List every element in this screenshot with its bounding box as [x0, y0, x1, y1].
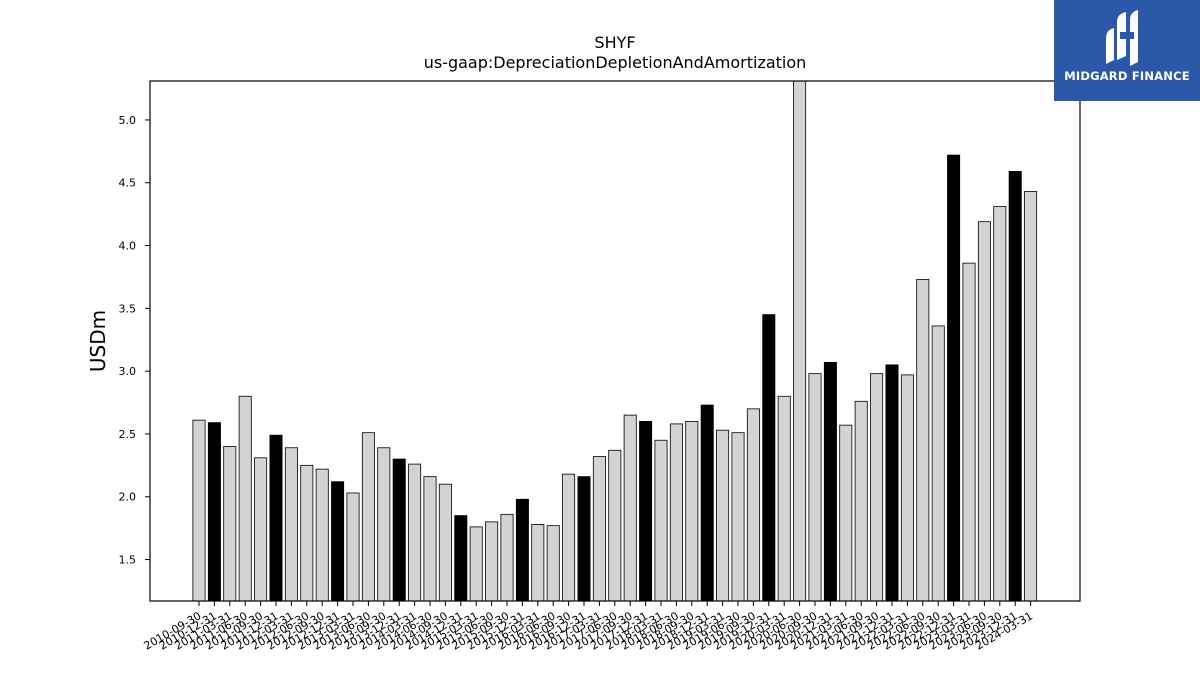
bar-2023-03-31	[962, 262, 976, 602]
bar-2016-06-30	[546, 525, 560, 602]
y-tick-label: 3.0	[119, 365, 137, 378]
bar-2012-03-31	[284, 447, 298, 602]
bar-2023-12-31	[1008, 171, 1022, 602]
bar-2013-03-31	[346, 492, 360, 602]
bar-2013-09-30	[377, 447, 391, 602]
bar-2022-03-31	[900, 374, 914, 602]
bar-2018-09-30	[685, 420, 699, 602]
y-axis-label: USDm	[86, 310, 110, 372]
bar-2017-06-30	[608, 449, 622, 602]
y-tick-label: 3.5	[119, 302, 137, 315]
bar-2015-06-30	[485, 521, 499, 602]
bar-2020-06-30	[793, 80, 807, 602]
bar-2010-12-31	[207, 422, 221, 602]
bar-2021-12-31	[885, 364, 899, 602]
brand-logo-text: MIDGARD FINANCE	[1064, 69, 1190, 83]
bar-2022-06-30	[916, 279, 930, 602]
chart-subtitle: us-gaap:DepreciationDepletionAndAmortiza…	[424, 53, 807, 72]
bar-2021-09-30	[870, 373, 884, 602]
bar-2020-12-31	[823, 361, 837, 602]
bar-2018-03-31	[654, 439, 668, 602]
bar-2023-06-30	[977, 221, 991, 602]
bar-2012-12-31	[331, 481, 345, 602]
bar-2011-09-30	[254, 457, 268, 602]
bar-2015-09-30	[500, 513, 514, 602]
bar-2018-12-31	[700, 404, 714, 602]
bar-2015-12-31	[515, 498, 529, 602]
bar-2014-03-31	[408, 463, 422, 602]
bar-2016-03-31	[531, 523, 545, 602]
bar-2019-09-30	[746, 408, 760, 602]
bar-2017-09-30	[623, 414, 637, 602]
y-ticks-group: 1.5 2.0 2.5 3.0 3.5 4.0 4.5 5.0	[119, 114, 150, 567]
bar-2019-12-31	[762, 314, 776, 602]
bar-2024-03-31	[1024, 191, 1038, 602]
bar-2019-06-30	[731, 432, 745, 602]
bar-2020-03-31	[777, 395, 791, 602]
bar-2013-06-30	[361, 432, 375, 602]
plot-frame	[149, 80, 1081, 602]
bar-2011-03-31	[223, 446, 237, 602]
bars-group	[192, 80, 1038, 602]
bar-2021-06-30	[854, 400, 868, 602]
brand-logo: MIDGARD FINANCE	[1054, 0, 1200, 101]
x-ticks-group: 2010-09-302010-12-312011-03-312011-06-30…	[142, 601, 1035, 653]
bar-2012-09-30	[315, 468, 329, 602]
bar-2017-12-31	[639, 420, 653, 602]
y-tick-label: 5.0	[119, 114, 137, 127]
bar-2013-12-31	[392, 458, 406, 602]
y-tick-label: 2.5	[119, 428, 137, 441]
bar-2018-06-30	[669, 423, 683, 602]
bar-2019-03-31	[716, 429, 730, 602]
bar-2012-06-30	[300, 464, 314, 602]
y-tick-label: 4.0	[119, 240, 137, 253]
y-tick-label: 1.5	[119, 554, 137, 567]
midgard-logo-icon	[1106, 10, 1138, 66]
y-tick-label: 2.0	[119, 491, 137, 504]
bar-2020-09-30	[808, 373, 822, 602]
bar-2014-06-30	[423, 476, 437, 602]
bar-2014-09-30	[438, 483, 452, 602]
bar-2014-12-31	[454, 515, 468, 602]
bar-2011-12-31	[269, 434, 283, 602]
bar-2015-03-31	[469, 526, 483, 602]
chart-title: SHYF	[594, 33, 635, 52]
bar-2016-09-30	[562, 473, 576, 602]
bar-2017-03-31	[592, 456, 606, 602]
bar-2021-03-31	[839, 424, 853, 602]
bar-2022-09-30	[931, 325, 945, 602]
bar-2016-12-31	[577, 476, 591, 602]
bar-2010-09-30	[192, 419, 206, 602]
bar-2023-09-30	[993, 206, 1007, 602]
bar-2011-06-30	[238, 395, 252, 602]
y-tick-label: 4.5	[119, 177, 137, 190]
bar-2022-12-31	[947, 154, 961, 602]
